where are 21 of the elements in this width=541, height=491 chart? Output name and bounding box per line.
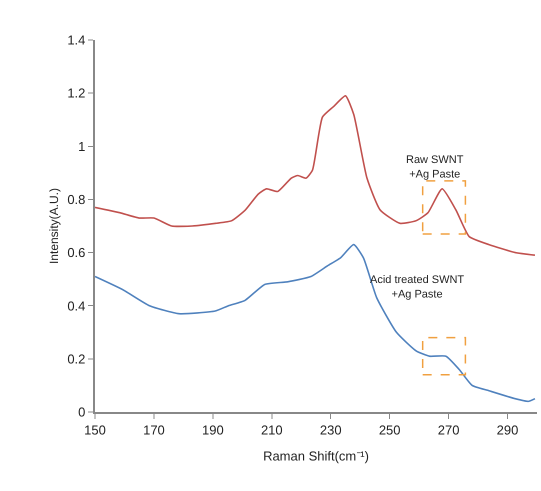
y-tick-label: 0.2: [67, 351, 86, 366]
annotation: Raw SWNT +Ag Paste: [406, 154, 464, 180]
x-tick-label: 190: [202, 422, 224, 438]
y-tick-label: 1.2: [67, 86, 86, 101]
y-axis-title: Intensity(A.U.): [47, 188, 62, 264]
x-axis-title: Raman Shift(cm⁻¹): [263, 448, 369, 464]
x-tick-label: 290: [496, 422, 518, 438]
x-tick-label: 270: [438, 422, 460, 438]
x-tick-label: 250: [378, 422, 401, 438]
y-tick-label: 0.8: [67, 192, 86, 207]
x-tick-label: 210: [260, 422, 283, 438]
y-tick-label: 0: [78, 404, 86, 420]
y-tick-label: 0.6: [67, 245, 86, 260]
x-tick-label: 230: [320, 422, 342, 438]
y-tick-label: 1.4: [67, 32, 86, 48]
x-tick-label: 150: [84, 422, 106, 438]
y-tick-label: 0.4: [67, 298, 86, 314]
line-series: [95, 244, 536, 402]
x-tick-label: 170: [143, 422, 165, 438]
y-tick-label: 1: [78, 138, 86, 154]
line-series: [95, 95, 536, 256]
